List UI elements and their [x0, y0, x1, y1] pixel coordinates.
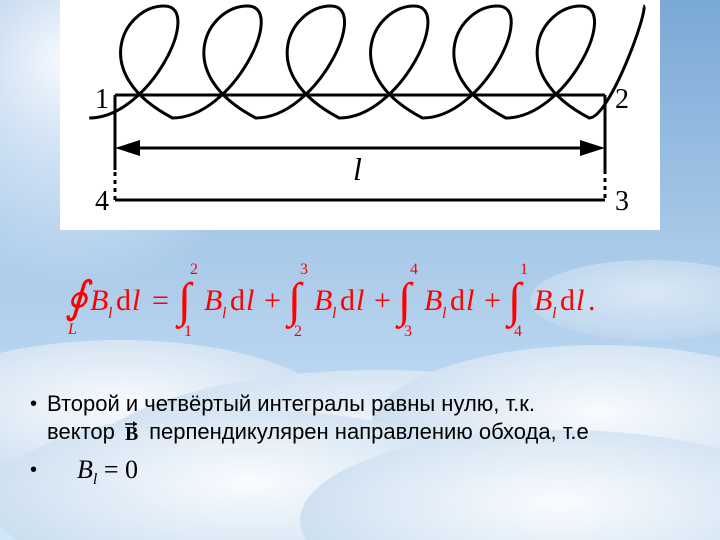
svg-text:l: l: [332, 305, 337, 322]
bl-eq0: = 0: [104, 455, 138, 484]
svg-text:B: B: [534, 284, 552, 317]
solenoid-diagram: 1 2 3 4 l: [60, 0, 660, 230]
bullet-1-text: Второй и четвёртый интегралы равны нулю,…: [47, 390, 589, 450]
svg-text:∮: ∮: [65, 273, 93, 322]
svg-text:l: l: [466, 284, 474, 317]
svg-text:d: d: [230, 284, 245, 317]
svg-text:4: 4: [410, 261, 418, 278]
svg-text:+: +: [374, 284, 391, 317]
svg-text:B: B: [125, 423, 138, 443]
svg-text:d: d: [116, 284, 131, 317]
svg-text:l: l: [576, 284, 584, 317]
svg-text:d: d: [450, 284, 465, 317]
svg-text:l: l: [356, 284, 364, 317]
svg-text:+: +: [484, 284, 501, 317]
bl-B: B: [77, 455, 93, 484]
svg-text:=: =: [152, 284, 169, 317]
bullet-1: • Второй и четвёртый интегралы равны нул…: [30, 390, 690, 450]
svg-text:B: B: [424, 284, 442, 317]
svg-text:∫: ∫: [285, 274, 304, 329]
bullet-2-eq: Bl = 0: [47, 456, 138, 494]
svg-text:l: l: [552, 305, 557, 322]
svg-text:l: l: [442, 305, 447, 322]
svg-text:1: 1: [95, 84, 109, 115]
bullet-1-line2a: вектор: [47, 419, 115, 444]
svg-text:l: l: [246, 284, 254, 317]
svg-text:B: B: [314, 284, 332, 317]
svg-text:+: +: [264, 284, 281, 317]
bullet-dot-icon: •: [30, 390, 37, 418]
bullet-1-line2b: перпендикулярен направлению обхода, т.е: [149, 419, 589, 444]
svg-text:B: B: [204, 284, 222, 317]
circulation-equation: ∮ L B l d l = ∫ 2 1 B l d l + ∫ 3 2 B: [60, 260, 620, 345]
bullet-1-line1: Второй и четвёртый интегралы равны нулю,…: [47, 391, 535, 416]
svg-text:2: 2: [294, 323, 302, 340]
svg-text:d: d: [340, 284, 355, 317]
bullet-2: • Bl = 0: [30, 456, 690, 494]
svg-text:4: 4: [514, 323, 522, 340]
svg-text:3: 3: [404, 323, 412, 340]
explanation-bullets: • Второй и четвёртый интегралы равны нул…: [30, 390, 690, 500]
svg-text:l: l: [222, 305, 227, 322]
svg-text:d: d: [560, 284, 575, 317]
svg-text:2: 2: [615, 84, 629, 115]
vector-b-icon: B: [121, 419, 143, 450]
svg-text:l: l: [108, 305, 113, 322]
svg-text:.: .: [588, 284, 596, 317]
svg-text:4: 4: [95, 186, 109, 217]
bullet-dot-icon: •: [30, 456, 37, 484]
svg-text:l: l: [132, 284, 140, 317]
svg-text:B: B: [90, 284, 108, 317]
svg-text:1: 1: [520, 261, 528, 278]
bl-l: l: [93, 471, 97, 488]
svg-text:l: l: [353, 151, 362, 187]
svg-text:∫: ∫: [395, 274, 414, 329]
svg-text:3: 3: [300, 261, 308, 278]
svg-text:2: 2: [190, 261, 198, 278]
svg-text:3: 3: [615, 186, 629, 217]
svg-text:1: 1: [184, 323, 192, 340]
svg-text:L: L: [67, 321, 77, 338]
svg-text:∫: ∫: [505, 274, 524, 329]
slide-root: 1 2 3 4 l ∮ L B l d l = ∫ 2 1 B l: [0, 0, 720, 540]
svg-text:∫: ∫: [175, 274, 194, 329]
